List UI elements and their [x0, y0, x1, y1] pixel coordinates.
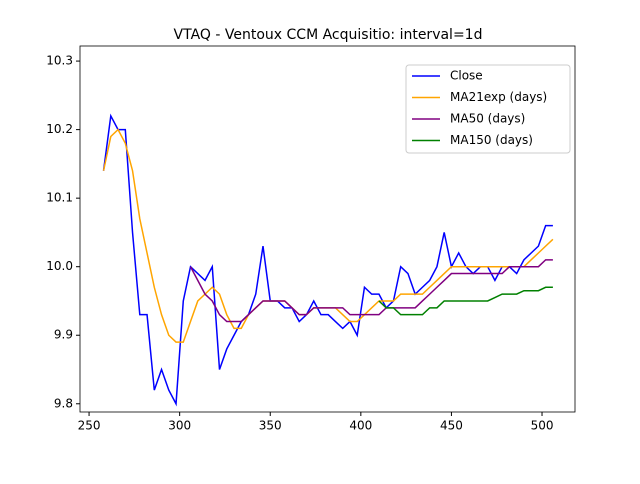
- chart-title: VTAQ - Ventoux CCM Acquisitio: interval=…: [174, 27, 483, 43]
- y-tick-label: 10.0: [46, 259, 73, 273]
- y-tick-label: 10.1: [46, 191, 73, 205]
- legend-label: MA21exp (days): [450, 90, 547, 104]
- plot-frame: [79, 45, 576, 413]
- line-series: [102, 113, 553, 407]
- x-tick-label: 500: [531, 419, 554, 433]
- legend-box: [405, 64, 571, 154]
- x-tick-label: 350: [259, 419, 282, 433]
- x-tick-label: 250: [78, 419, 101, 433]
- x-tick-label: 300: [168, 419, 191, 433]
- legend-label: Close: [450, 69, 483, 83]
- y-tick-label: 9.8: [54, 396, 73, 410]
- legend-label: MA150 (days): [450, 133, 533, 147]
- x-tick-label: 400: [349, 419, 372, 433]
- legend-label: MA50 (days): [450, 112, 525, 126]
- line-series: [189, 259, 553, 323]
- y-tick-label: 9.9: [54, 328, 73, 342]
- y-tick-label: 10.3: [46, 54, 73, 68]
- line-series: [378, 286, 553, 316]
- x-tick-label: 450: [440, 419, 463, 433]
- y-tick-label: 10.2: [46, 122, 73, 136]
